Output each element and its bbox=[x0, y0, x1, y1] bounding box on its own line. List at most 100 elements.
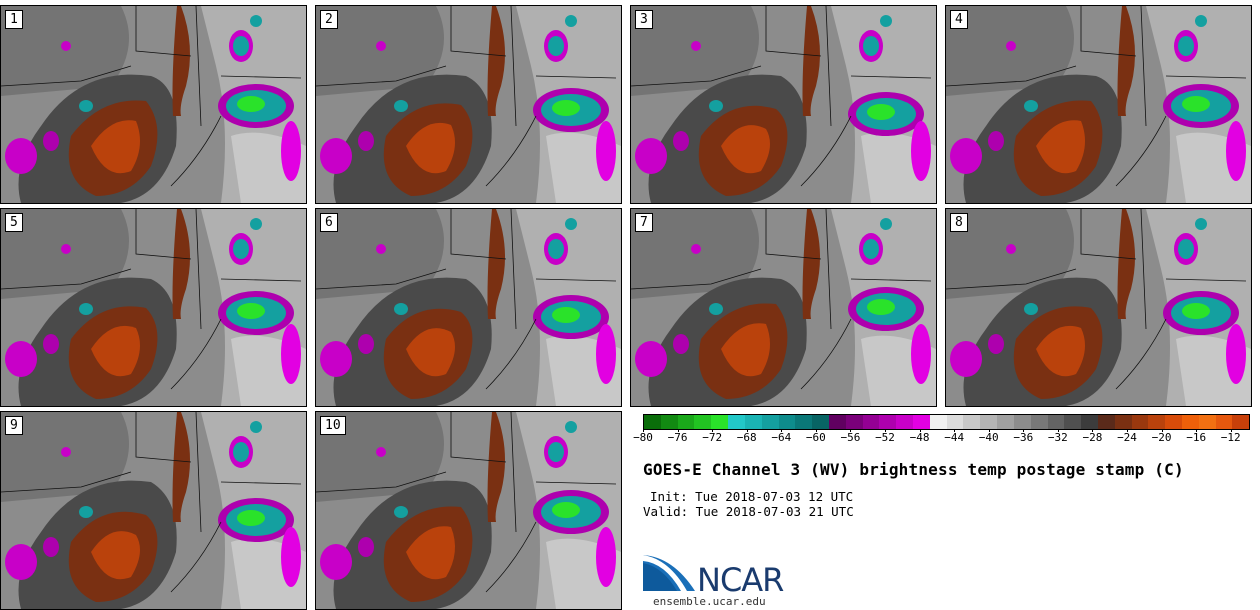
panel-label: 3 bbox=[635, 10, 653, 29]
colorbar-swatch bbox=[1047, 415, 1065, 429]
colorbar-tickmark bbox=[1196, 429, 1198, 432]
postage-stamp-panel: 5 bbox=[0, 208, 307, 407]
colorbar-swatch bbox=[1030, 415, 1048, 429]
postage-stamp-panel: 7 bbox=[630, 208, 937, 407]
colorbar-tick-label: −72 bbox=[702, 431, 723, 444]
colorbar-tick-label: −76 bbox=[667, 431, 688, 444]
init-time: Init: Tue 2018-07-03 12 UTC bbox=[650, 489, 854, 504]
panel-label: 1 bbox=[5, 10, 23, 29]
colorbar-swatch bbox=[1097, 415, 1115, 429]
colorbar-tickmark bbox=[988, 429, 990, 432]
colorbar-tick-label: −52 bbox=[875, 431, 895, 444]
colorbar-swatch bbox=[845, 415, 863, 429]
colorbar-tickmark bbox=[815, 429, 817, 432]
colorbar-tickmark bbox=[1230, 429, 1232, 432]
map-image bbox=[631, 6, 936, 203]
colorbar-tickmark bbox=[781, 429, 783, 432]
colorbar-swatch bbox=[761, 415, 779, 429]
colorbar-tickmark bbox=[746, 429, 748, 432]
colorbar-tick-label: −48 bbox=[909, 431, 930, 444]
map-image bbox=[316, 412, 621, 609]
colorbar-swatch bbox=[1182, 415, 1199, 429]
site-url: ensemble.ucar.edu bbox=[653, 595, 766, 608]
figure-title: GOES-E Channel 3 (WV) brightness temp po… bbox=[643, 460, 1184, 479]
colorbar-tickmark bbox=[1023, 429, 1025, 432]
postage-stamp-panel: 1 bbox=[0, 5, 307, 204]
colorbar-swatch bbox=[1064, 415, 1082, 429]
colorbar-tickmark bbox=[1161, 429, 1163, 432]
postage-stamp-panel: 3 bbox=[630, 5, 937, 204]
colorbar-tick-label: −24 bbox=[1117, 431, 1137, 444]
colorbar-tick-label: −56 bbox=[840, 431, 861, 444]
postage-stamp-panel: 9 bbox=[0, 411, 307, 610]
colorbar-swatch bbox=[660, 415, 678, 429]
colorbar-swatch bbox=[728, 415, 745, 429]
colorbar-tick-label: −28 bbox=[1082, 431, 1103, 444]
colorbar-tickmark bbox=[643, 429, 644, 432]
postage-stamp-panel: 8 bbox=[945, 208, 1252, 407]
colorbar-swatch bbox=[1215, 415, 1233, 429]
colorbar-tick-label: −20 bbox=[1151, 431, 1172, 444]
colorbar-tick-label: −64 bbox=[771, 431, 792, 444]
colorbar-tickmark bbox=[1127, 429, 1128, 432]
map-image bbox=[631, 209, 936, 406]
colorbar-tickmark bbox=[954, 429, 956, 432]
colorbar-swatch bbox=[1114, 415, 1132, 429]
colorbar-tickmark bbox=[1057, 429, 1059, 432]
colorbar-swatch bbox=[879, 415, 897, 429]
valid-time: Valid: Tue 2018-07-03 21 UTC bbox=[643, 504, 854, 519]
map-image bbox=[1, 412, 306, 609]
colorbar bbox=[643, 414, 1250, 430]
colorbar-swatch bbox=[711, 415, 729, 429]
colorbar-tickmark bbox=[677, 429, 679, 432]
colorbar-swatch bbox=[1081, 415, 1098, 429]
colorbar-swatch bbox=[828, 415, 846, 429]
map-image bbox=[316, 209, 621, 406]
colorbar-swatch bbox=[1165, 415, 1182, 429]
colorbar-tickmark bbox=[712, 429, 714, 432]
colorbar-swatch bbox=[896, 415, 913, 429]
colorbar-swatch bbox=[795, 415, 813, 429]
colorbar-tick-label: −44 bbox=[944, 431, 965, 444]
colorbar-swatch bbox=[946, 415, 964, 429]
panel-label: 9 bbox=[5, 416, 23, 435]
colorbar-tickmark bbox=[919, 429, 921, 432]
colorbar-tick-label: −16 bbox=[1186, 431, 1207, 444]
map-image bbox=[1, 6, 306, 203]
colorbar-swatch bbox=[1131, 415, 1149, 429]
colorbar-swatch bbox=[694, 415, 712, 429]
colorbar-tick-label: −40 bbox=[978, 431, 999, 444]
postage-stamp-panel: 6 bbox=[315, 208, 622, 407]
colorbar-tick-label: −80 bbox=[633, 431, 653, 444]
map-image bbox=[316, 6, 621, 203]
panel-label: 2 bbox=[320, 10, 338, 29]
map-image bbox=[946, 6, 1251, 203]
map-image bbox=[946, 209, 1251, 406]
colorbar-tick-label: −12 bbox=[1220, 431, 1241, 444]
colorbar-swatch bbox=[929, 415, 947, 429]
colorbar-swatch bbox=[980, 415, 998, 429]
map-image bbox=[1, 209, 306, 406]
panel-label: 10 bbox=[320, 416, 346, 435]
panel-label: 4 bbox=[950, 10, 968, 29]
postage-stamp-panel: 4 bbox=[945, 5, 1252, 204]
colorbar-tick-label: −36 bbox=[1013, 431, 1034, 444]
colorbar-swatch bbox=[963, 415, 981, 429]
colorbar-tickmark bbox=[1092, 429, 1094, 432]
colorbar-swatch bbox=[677, 415, 695, 429]
colorbar-tick-label: −68 bbox=[736, 431, 757, 444]
colorbar-swatch bbox=[997, 415, 1014, 429]
colorbar-swatch bbox=[1232, 415, 1250, 429]
panel-label: 7 bbox=[635, 213, 653, 232]
colorbar-swatch bbox=[1148, 415, 1166, 429]
colorbar-swatch bbox=[913, 415, 930, 429]
colorbar-swatch bbox=[1013, 415, 1031, 429]
ncar-logo-text: NCAR bbox=[697, 561, 784, 599]
panel-label: 5 bbox=[5, 213, 23, 232]
colorbar-swatch bbox=[862, 415, 880, 429]
colorbar-swatch bbox=[778, 415, 796, 429]
panel-label: 8 bbox=[950, 213, 968, 232]
colorbar-tickmark bbox=[885, 429, 886, 432]
postage-stamp-panel: 10 bbox=[315, 411, 622, 610]
colorbar-swatch bbox=[812, 415, 829, 429]
